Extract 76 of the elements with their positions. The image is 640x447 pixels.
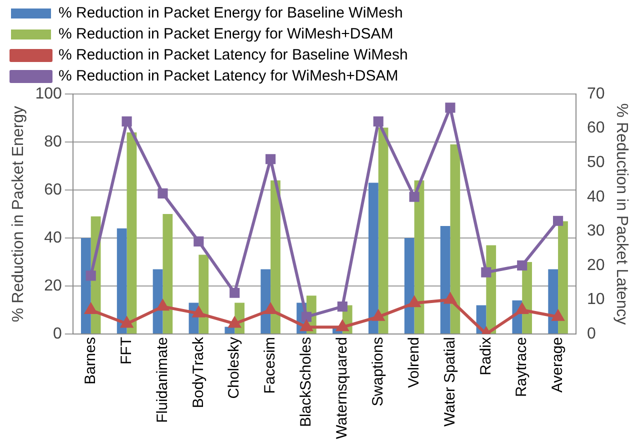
y2-tick-label: 0: [587, 325, 596, 342]
point: [409, 192, 420, 202]
y-tick-label: 20: [44, 277, 62, 294]
point: [481, 267, 492, 278]
point: [86, 270, 96, 281]
y2-tick-label: 60: [587, 120, 605, 137]
point: [301, 312, 312, 322]
point: [552, 310, 564, 321]
y-tick-label: 0: [52, 325, 62, 342]
x-tick-label: FFT: [118, 337, 135, 365]
x-tick-label: Waternsquared: [334, 337, 351, 440]
bar: [198, 254, 209, 334]
y2-tick-label: 20: [587, 256, 605, 274]
y2-axis-title: % Reduction in Packet Latency: [612, 103, 630, 325]
x-tick-label: Fluidanimate: [154, 337, 171, 423]
point: [444, 293, 456, 304]
x-tick-label: Facesim: [262, 337, 279, 394]
point: [337, 302, 348, 312]
point: [300, 320, 312, 332]
legend-label: % Reduction in Packet Energy for Baseline WiMesh: [58, 4, 403, 22]
point: [372, 310, 384, 321]
bar: [126, 132, 137, 334]
x-tick-label: Swaptions: [369, 337, 386, 406]
x-tick-label: Average: [549, 337, 566, 393]
y2-tick-label: 50: [587, 154, 605, 171]
point: [266, 154, 276, 164]
x-tick-label: Volrend: [405, 337, 422, 388]
bar: [116, 228, 127, 334]
bar: [270, 180, 280, 334]
point: [230, 288, 240, 298]
y2-tick-label: 70: [587, 85, 605, 102]
bar: [224, 326, 235, 334]
x-tick-label: BlackScholes: [298, 337, 315, 428]
x-tick-label: Water Spatial: [441, 337, 458, 426]
y-tick-label: 40: [44, 229, 62, 246]
point: [553, 216, 564, 226]
legend-label: % Reduction in Packet Energy for WiMesh+DSAM: [58, 26, 394, 43]
point: [194, 236, 204, 246]
bar: [558, 221, 568, 334]
x-tick-label: Raytrace: [513, 337, 530, 398]
point: [408, 296, 420, 308]
bar: [548, 269, 558, 334]
x-tick-label: Cholesky: [226, 336, 243, 399]
point: [516, 304, 528, 314]
bar: [378, 128, 388, 334]
point: [228, 317, 240, 328]
y-tick-label: 100: [35, 85, 62, 102]
point: [120, 317, 133, 328]
bar: [162, 214, 173, 334]
bar: [260, 269, 271, 334]
point: [192, 306, 205, 318]
y-tick-label: 60: [44, 181, 62, 198]
x-tick-label: BodyTrack: [190, 336, 207, 408]
point: [445, 102, 456, 113]
bar: [450, 144, 460, 334]
legend-label: % Reduction in Packet Latency for Baseline WiMesh: [58, 46, 408, 64]
y-axis-title: % Reduction in Packet Energy: [10, 106, 28, 322]
point: [122, 116, 132, 126]
bar: [440, 226, 450, 334]
point: [517, 260, 528, 270]
point: [373, 116, 384, 126]
bar: [368, 182, 378, 334]
x-tick-label: Barnes: [82, 337, 100, 385]
y2-tick-label: 30: [587, 222, 605, 240]
point: [158, 188, 168, 198]
x-tick-label: Radix: [477, 336, 494, 376]
bar: [404, 238, 414, 334]
legend-label: % Reduction in Packet Latency for WiMesh+DSAM: [58, 68, 398, 85]
y2-tick-label: 10: [587, 291, 605, 308]
bar: [80, 238, 91, 334]
point: [85, 304, 97, 314]
point: [156, 300, 169, 311]
y2-tick-label: 40: [587, 188, 605, 206]
point: [336, 320, 348, 332]
point: [264, 304, 276, 314]
y-tick-label: 80: [44, 133, 62, 150]
